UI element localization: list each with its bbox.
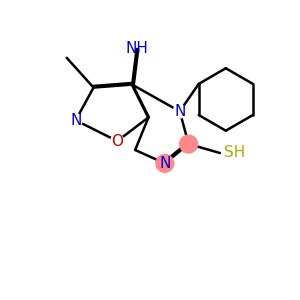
Circle shape xyxy=(111,134,124,148)
Text: N: N xyxy=(159,156,170,171)
Circle shape xyxy=(69,114,82,127)
Text: N: N xyxy=(174,104,185,119)
Text: N: N xyxy=(70,113,81,128)
Circle shape xyxy=(173,105,186,118)
Text: NH: NH xyxy=(125,41,148,56)
Text: SH: SH xyxy=(224,146,245,160)
Circle shape xyxy=(156,154,174,172)
Text: O: O xyxy=(111,134,123,148)
Circle shape xyxy=(180,135,198,153)
